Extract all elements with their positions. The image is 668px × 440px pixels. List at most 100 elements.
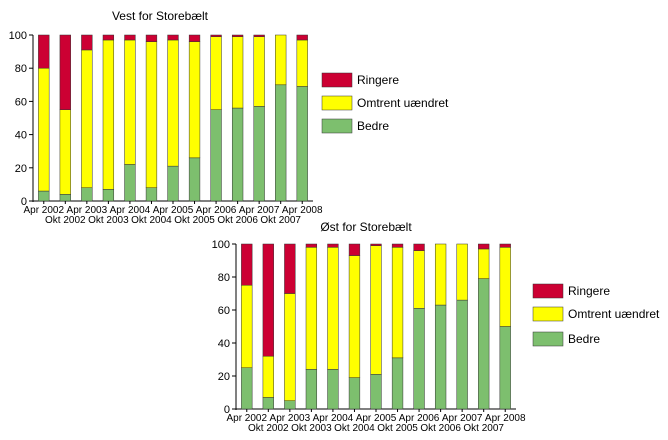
bar-segment-omtrent-uændret bbox=[188, 41, 201, 159]
bar-segment-omtrent-uændret bbox=[262, 355, 274, 398]
legend-swatch bbox=[532, 331, 564, 347]
legend-label: Omtrent uændret bbox=[568, 307, 660, 321]
x-tick-label: Apr 2002 bbox=[23, 205, 64, 216]
bar-segment-bedre bbox=[296, 86, 308, 202]
x-tick-label: Apr 2006 bbox=[196, 205, 237, 216]
legend-swatch bbox=[532, 283, 564, 299]
bar-segment-ringere bbox=[370, 243, 382, 246]
y-tick-label: 0 bbox=[21, 196, 27, 208]
bar-segment-ringere bbox=[262, 243, 274, 357]
bar-segment-ringere bbox=[188, 34, 201, 42]
x-tick-label: Apr 2006 bbox=[399, 413, 440, 424]
bar-segment-bedre bbox=[284, 400, 296, 410]
bar-segment-omtrent-uændret bbox=[167, 39, 179, 167]
legend-label: Ringere bbox=[568, 284, 610, 298]
bar-segment-ringere bbox=[413, 243, 425, 251]
bar-segment-ringere bbox=[499, 243, 511, 248]
bar-segment-bedre bbox=[210, 109, 222, 202]
bar-segment-bedre bbox=[413, 308, 425, 410]
bar-segment-bedre bbox=[456, 299, 468, 410]
bar-segment-ringere bbox=[81, 34, 93, 51]
bar-segment-bedre bbox=[38, 190, 50, 202]
x-tick-label: Apr 2005 bbox=[153, 205, 194, 216]
bar-segment-omtrent-uændret bbox=[124, 39, 136, 165]
legend-label: Ringere bbox=[357, 73, 399, 87]
bar-segment-omtrent-uændret bbox=[413, 250, 425, 309]
x-tick-label: Okt 2007 bbox=[463, 423, 504, 434]
legend-swatch bbox=[321, 72, 353, 88]
bar-segment-bedre bbox=[167, 165, 179, 202]
bar-segment-omtrent-uændret bbox=[370, 245, 382, 375]
bar-segment-ringere bbox=[59, 34, 71, 110]
x-tick-label: Apr 2004 bbox=[313, 413, 354, 424]
x-tick-label: Okt 2006 bbox=[217, 215, 258, 226]
bar-segment-omtrent-uændret bbox=[241, 285, 253, 368]
bar-segment-bedre bbox=[59, 194, 71, 202]
legend-swatch bbox=[532, 306, 564, 322]
bar-segment-ringere bbox=[284, 243, 296, 294]
bar-segment-bedre bbox=[231, 107, 244, 202]
bar-segment-ringere bbox=[327, 243, 339, 248]
bar-segment-bedre bbox=[305, 369, 318, 410]
x-tick-label: Okt 2005 bbox=[174, 215, 215, 226]
y-tick-label: 80 bbox=[218, 272, 230, 284]
bar-segment-omtrent-uændret bbox=[231, 36, 244, 109]
x-tick-label: Okt 2004 bbox=[334, 423, 375, 434]
bar-segment-omtrent-uændret bbox=[478, 248, 490, 279]
bar-segment-omtrent-uændret bbox=[102, 39, 115, 190]
y-tick-label: 80 bbox=[15, 63, 27, 75]
y-tick-label: 60 bbox=[218, 305, 230, 317]
bar-segment-ringere bbox=[305, 243, 318, 248]
bar-segment-bedre bbox=[391, 357, 404, 410]
bar-segment-ringere bbox=[231, 34, 244, 37]
y-tick-label: 20 bbox=[218, 371, 230, 383]
bar-segment-ringere bbox=[296, 34, 308, 41]
bar-segment-omtrent-uændret bbox=[348, 255, 361, 378]
x-tick-label: Okt 2006 bbox=[420, 423, 461, 434]
bar-segment-bedre bbox=[124, 164, 136, 202]
bar-segment-bedre bbox=[275, 84, 287, 202]
x-tick-label: Apr 2007 bbox=[442, 413, 483, 424]
bar-segment-bedre bbox=[370, 374, 382, 410]
bar-segment-bedre bbox=[434, 304, 447, 410]
bar-segment-omtrent-uændret bbox=[327, 247, 339, 370]
x-tick-label: Okt 2002 bbox=[248, 423, 289, 434]
x-tick-label: Apr 2004 bbox=[110, 205, 151, 216]
legend-swatch bbox=[321, 95, 353, 111]
x-tick-label: Okt 2003 bbox=[291, 423, 332, 434]
bar-segment-omtrent-uændret bbox=[81, 49, 93, 188]
bar-segment-bedre bbox=[188, 157, 201, 202]
bar-segment-ringere bbox=[38, 34, 50, 69]
bar-segment-omtrent-uændret bbox=[305, 247, 318, 370]
x-tick-label: Apr 2005 bbox=[356, 413, 397, 424]
bar-segment-bedre bbox=[499, 326, 511, 410]
bar-segment-omtrent-uændret bbox=[210, 36, 222, 110]
bar-segment-bedre bbox=[262, 397, 274, 410]
bar-segment-bedre bbox=[241, 367, 253, 410]
bar-segment-omtrent-uændret bbox=[391, 247, 404, 359]
bar-segment-omtrent-uændret bbox=[284, 293, 296, 401]
x-tick-label: Okt 2004 bbox=[131, 215, 172, 226]
bar-segment-ringere bbox=[210, 34, 222, 37]
bar-segment-ringere bbox=[167, 34, 179, 41]
y-tick-label: 40 bbox=[15, 130, 27, 142]
x-tick-label: Apr 2008 bbox=[282, 205, 323, 216]
bar-segment-omtrent-uændret bbox=[145, 41, 158, 188]
chart-title: Øst for Storebælt bbox=[320, 220, 412, 234]
bar-segment-ringere bbox=[478, 243, 490, 250]
bar-segment-bedre bbox=[81, 187, 93, 202]
bar-segment-bedre bbox=[348, 377, 361, 410]
y-tick-label: 100 bbox=[9, 30, 27, 42]
bar-segment-ringere bbox=[391, 243, 404, 248]
x-tick-label: Okt 2003 bbox=[88, 215, 129, 226]
x-tick-label: Okt 2002 bbox=[45, 215, 86, 226]
bar-segment-bedre bbox=[327, 369, 339, 410]
chart-title: Vest for Storebælt bbox=[112, 9, 209, 23]
x-tick-label: Apr 2002 bbox=[226, 413, 267, 424]
bar-segment-bedre bbox=[253, 106, 265, 202]
y-tick-label: 20 bbox=[15, 163, 27, 175]
